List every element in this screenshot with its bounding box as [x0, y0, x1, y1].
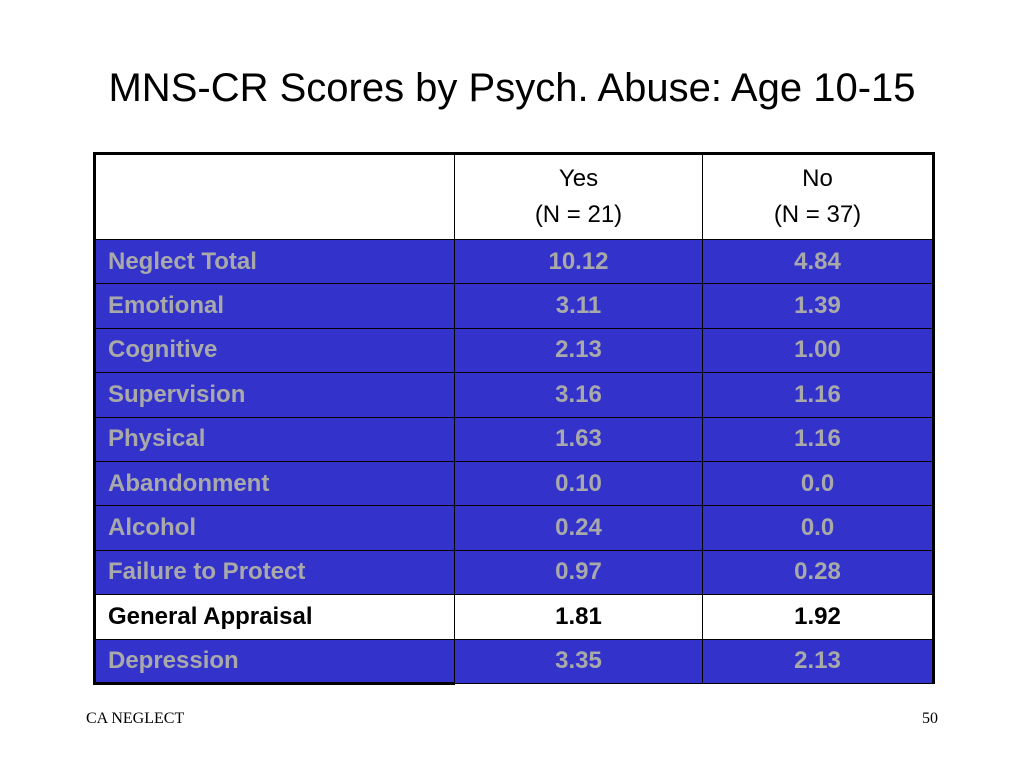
slide-title: MNS-CR Scores by Psych. Abuse: Age 10-15 — [108, 66, 916, 110]
table-row: Abandonment 0.10 0.0 — [93, 460, 935, 507]
cell-no-value: 2.13 — [702, 638, 935, 684]
header-yes-label: Yes — [558, 165, 599, 192]
table-row: Supervision 3.16 1.16 — [93, 372, 935, 418]
cell-no-value: 0.0 — [702, 505, 935, 551]
cell-yes-value: 0.97 — [454, 549, 703, 596]
row-label: Cognitive — [93, 327, 455, 374]
cell-yes-value: 1.63 — [454, 416, 703, 462]
row-label: Physical — [93, 416, 455, 462]
cell-yes-value: 2.13 — [454, 327, 703, 374]
header-cell-empty — [93, 152, 455, 240]
header-cell-yes: Yes (N = 21) — [454, 152, 703, 240]
cell-yes-value: 0.10 — [454, 460, 703, 507]
row-label: Depression — [93, 638, 455, 685]
row-label: Neglect Total — [93, 238, 455, 285]
cell-no-value: 1.39 — [702, 283, 935, 329]
scores-table: Yes (N = 21) No (N = 37) Neglect Total 10… — [93, 152, 935, 685]
header-yes-n: (N = 21) — [534, 201, 623, 228]
table-row: Physical 1.63 1.16 — [93, 416, 935, 462]
header-cell-no: No (N = 37) — [702, 152, 935, 240]
table-row: Alcohol 0.24 0.0 — [93, 505, 935, 551]
page-number: 50 — [922, 710, 938, 727]
table-row: Neglect Total 10.12 4.84 — [93, 238, 935, 285]
cell-yes-value: 10.12 — [454, 238, 703, 285]
table-header-row: Yes (N = 21) No (N = 37) — [93, 152, 935, 240]
cell-no-value: 1.16 — [702, 416, 935, 462]
table-row: General Appraisal 1.81 1.92 — [93, 594, 935, 640]
cell-no-value: 0.0 — [702, 460, 935, 507]
cell-yes-value: 3.35 — [454, 638, 703, 684]
header-no-label: No — [802, 165, 833, 192]
cell-no-value: 1.92 — [702, 594, 935, 640]
scores-table-wrapper: Yes (N = 21) No (N = 37) Neglect Total 10… — [93, 152, 935, 685]
row-label: Emotional — [93, 283, 455, 329]
row-label: Supervision — [93, 372, 455, 418]
row-label: Abandonment — [93, 460, 455, 507]
cell-yes-value: 3.16 — [454, 372, 703, 418]
cell-no-value: 4.84 — [702, 238, 935, 285]
footer-text: CA NEGLECT — [86, 710, 185, 727]
cell-no-value: 0.28 — [702, 549, 935, 596]
row-label: General Appraisal — [93, 594, 455, 640]
table-row: Failure to Protect 0.97 0.28 — [93, 549, 935, 596]
cell-yes-value: 0.24 — [454, 505, 703, 551]
row-label: Alcohol — [93, 505, 455, 551]
cell-no-value: 1.00 — [702, 327, 935, 374]
row-label: Failure to Protect — [93, 549, 455, 596]
table-row: Cognitive 2.13 1.00 — [93, 327, 935, 374]
cell-no-value: 1.16 — [702, 372, 935, 418]
header-no-n: (N = 37) — [773, 201, 862, 228]
table-row: Emotional 3.11 1.39 — [93, 283, 935, 329]
table-row: Depression 3.35 2.13 — [93, 638, 935, 685]
cell-yes-value: 3.11 — [454, 283, 703, 329]
cell-yes-value: 1.81 — [454, 594, 703, 640]
